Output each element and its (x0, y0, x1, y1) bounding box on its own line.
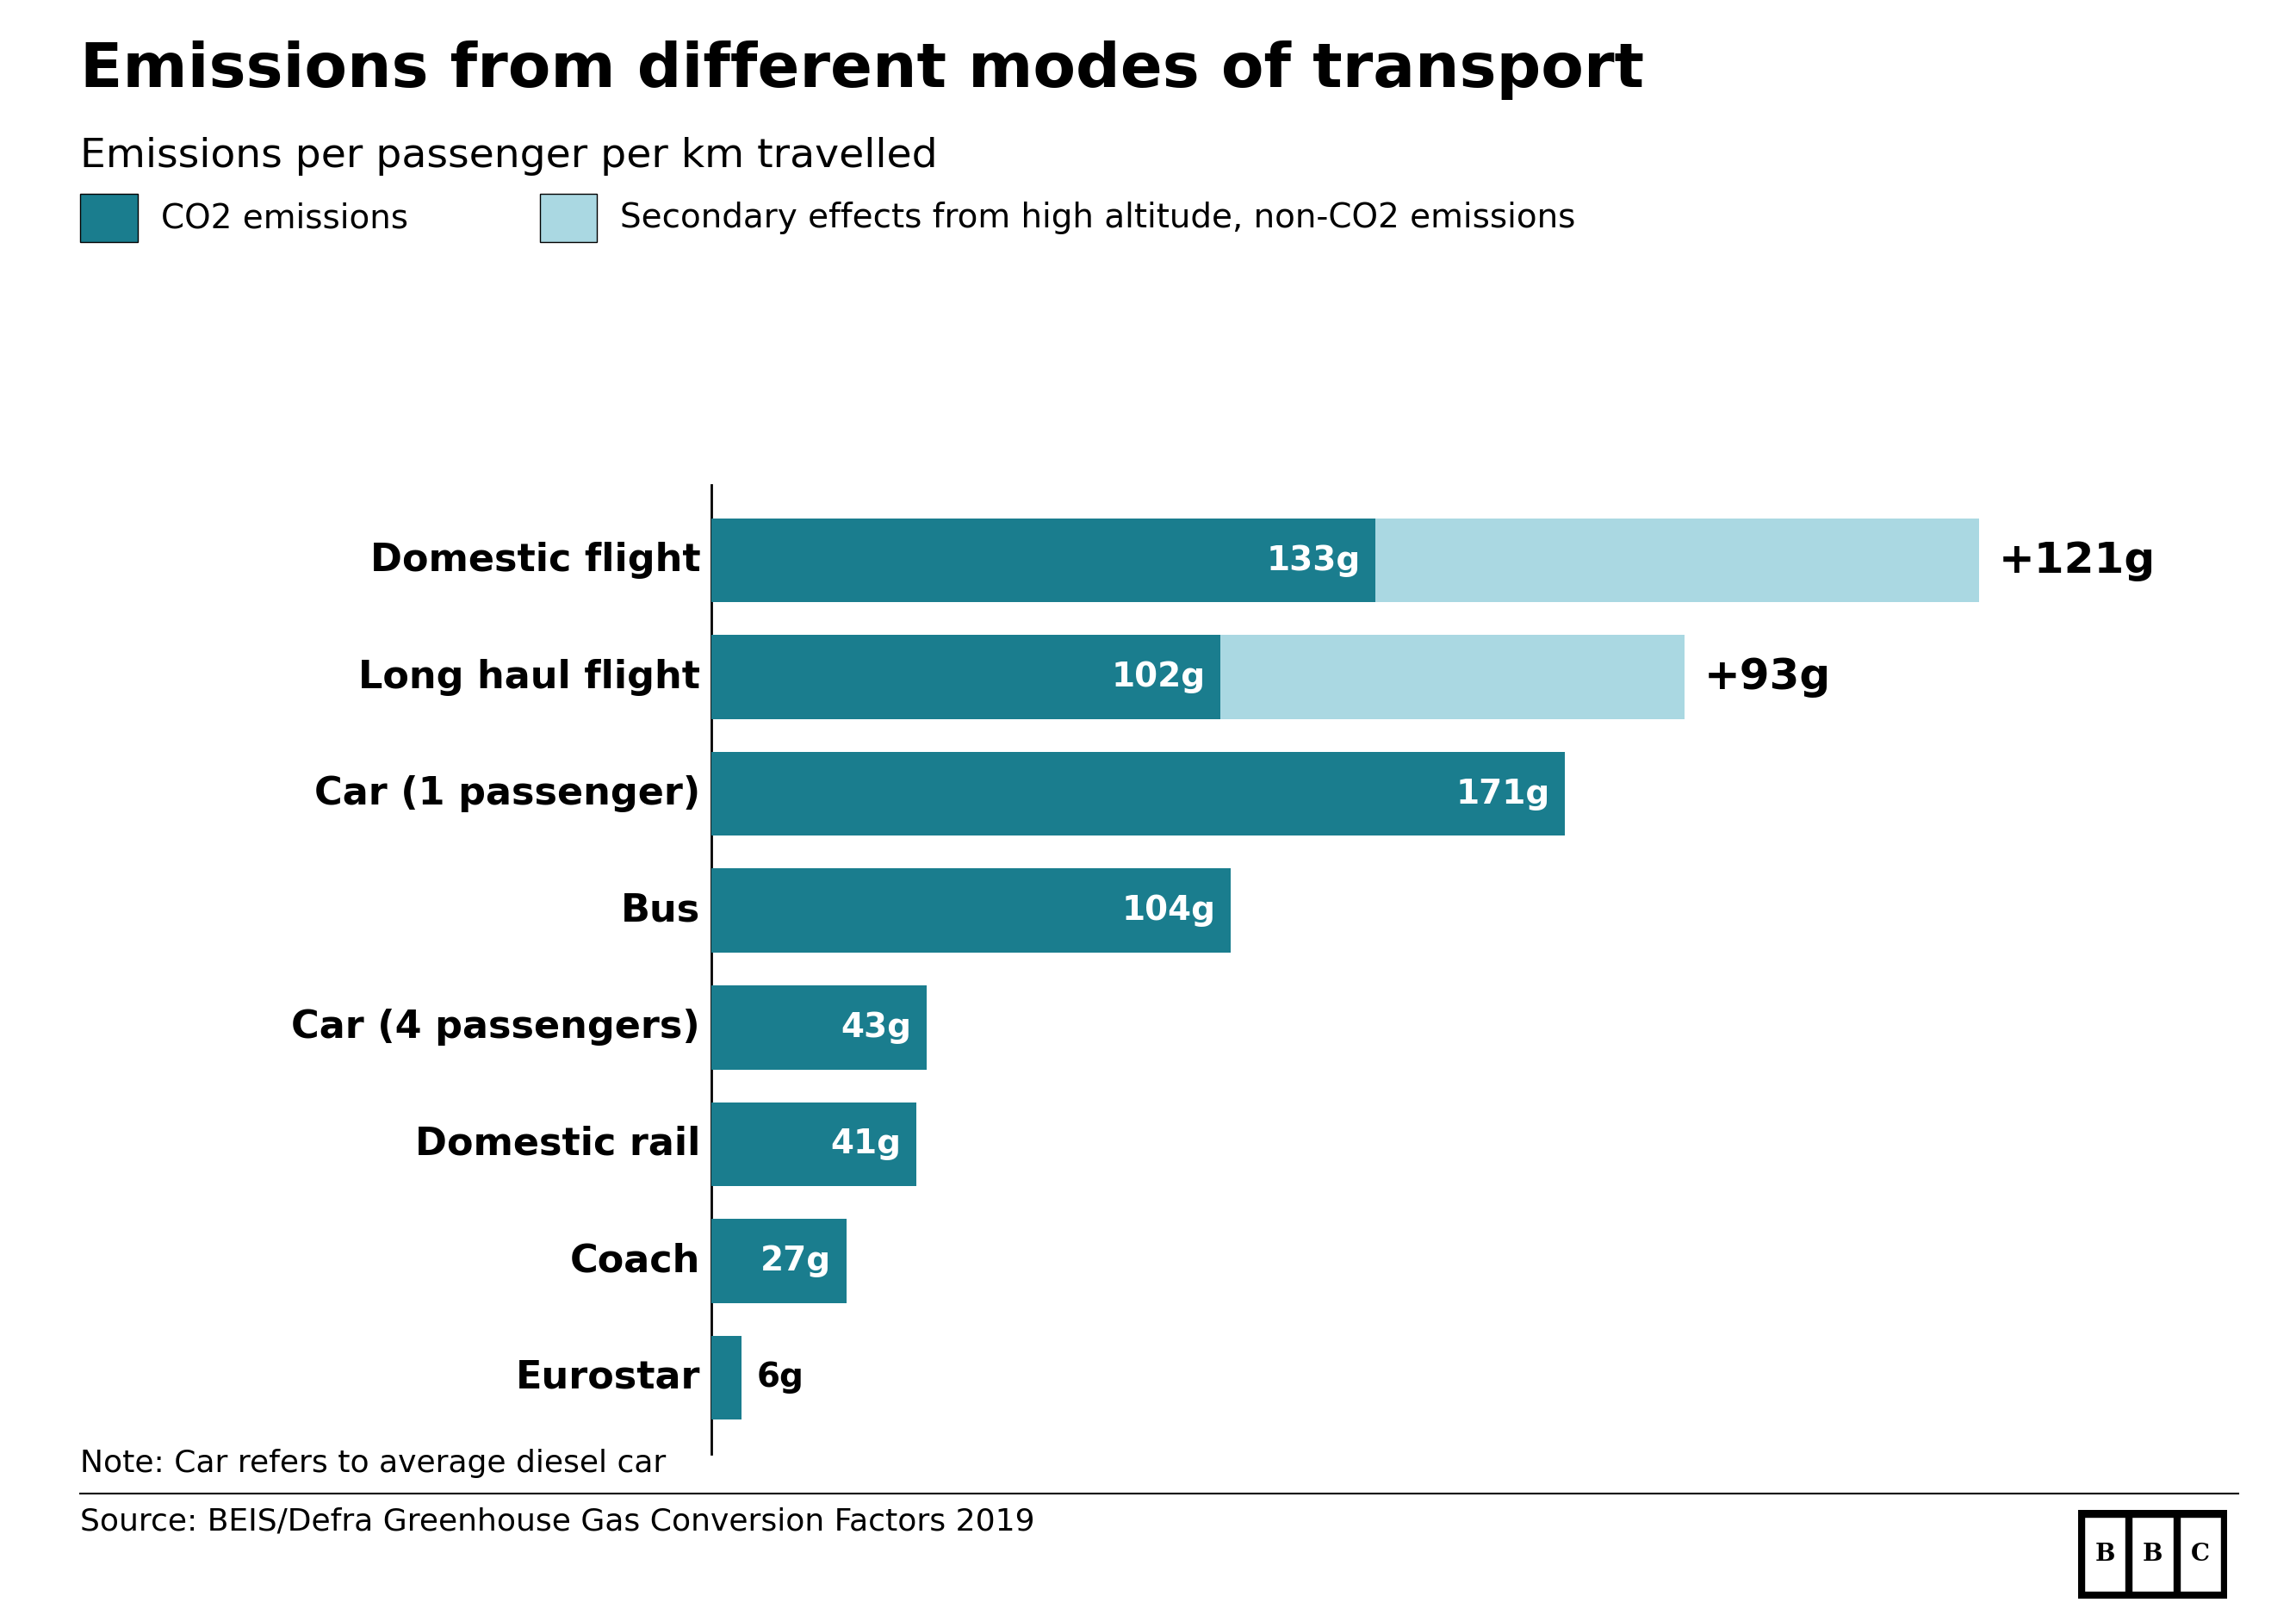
Text: Secondary effects from high altitude, non-CO2 emissions: Secondary effects from high altitude, no… (620, 202, 1575, 234)
Bar (1375, 518, 1979, 602)
Bar (712, 1101, 916, 1185)
Text: +121g: +121g (1998, 539, 2156, 581)
Text: +93g: +93g (1704, 656, 1832, 698)
Text: Coach: Coach (569, 1242, 700, 1279)
Text: 43g: 43g (840, 1011, 912, 1043)
Text: Emissions from different modes of transport: Emissions from different modes of transp… (80, 40, 1644, 100)
Text: B: B (2142, 1542, 2163, 1567)
Text: Source: BEIS/Defra Greenhouse Gas Conversion Factors 2019: Source: BEIS/Defra Greenhouse Gas Conver… (80, 1507, 1035, 1536)
Text: 171g: 171g (1456, 777, 1550, 811)
Text: Domestic flight: Domestic flight (370, 543, 700, 578)
Text: C: C (2190, 1542, 2209, 1567)
Text: Note: Car refers to average diesel car: Note: Car refers to average diesel car (80, 1449, 666, 1478)
Bar (712, 985, 925, 1069)
Bar (1221, 635, 1685, 719)
Text: Car (4 passengers): Car (4 passengers) (292, 1009, 700, 1047)
Bar (712, 1219, 847, 1303)
Bar (712, 635, 1221, 719)
Bar (712, 518, 1375, 602)
Text: 41g: 41g (831, 1127, 902, 1161)
Text: Car (1 passenger): Car (1 passenger) (315, 775, 700, 812)
Text: Emissions per passenger per km travelled: Emissions per passenger per km travelled (80, 137, 937, 176)
Text: CO2 emissions: CO2 emissions (161, 202, 409, 234)
Text: 133g: 133g (1265, 544, 1359, 577)
Text: 27g: 27g (760, 1245, 831, 1277)
Text: 6g: 6g (758, 1361, 804, 1394)
Text: Long haul flight: Long haul flight (358, 659, 700, 696)
FancyBboxPatch shape (2179, 1516, 2220, 1592)
FancyBboxPatch shape (2131, 1516, 2174, 1592)
Text: Eurostar: Eurostar (517, 1360, 700, 1395)
Bar (712, 869, 1231, 953)
Text: Domestic rail: Domestic rail (416, 1126, 700, 1163)
Text: Bus: Bus (620, 891, 700, 929)
Text: B: B (2094, 1542, 2115, 1567)
Text: 102g: 102g (1111, 661, 1205, 693)
FancyBboxPatch shape (2085, 1516, 2126, 1592)
Bar (712, 753, 1564, 837)
Text: 104g: 104g (1123, 895, 1215, 927)
Bar (712, 1336, 742, 1420)
